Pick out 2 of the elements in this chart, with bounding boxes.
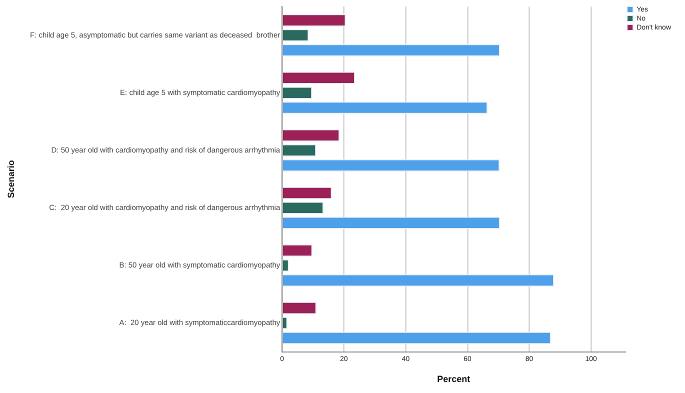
y-axis-title: Scenario <box>6 160 16 198</box>
x-axis-title: Percent <box>437 374 470 384</box>
